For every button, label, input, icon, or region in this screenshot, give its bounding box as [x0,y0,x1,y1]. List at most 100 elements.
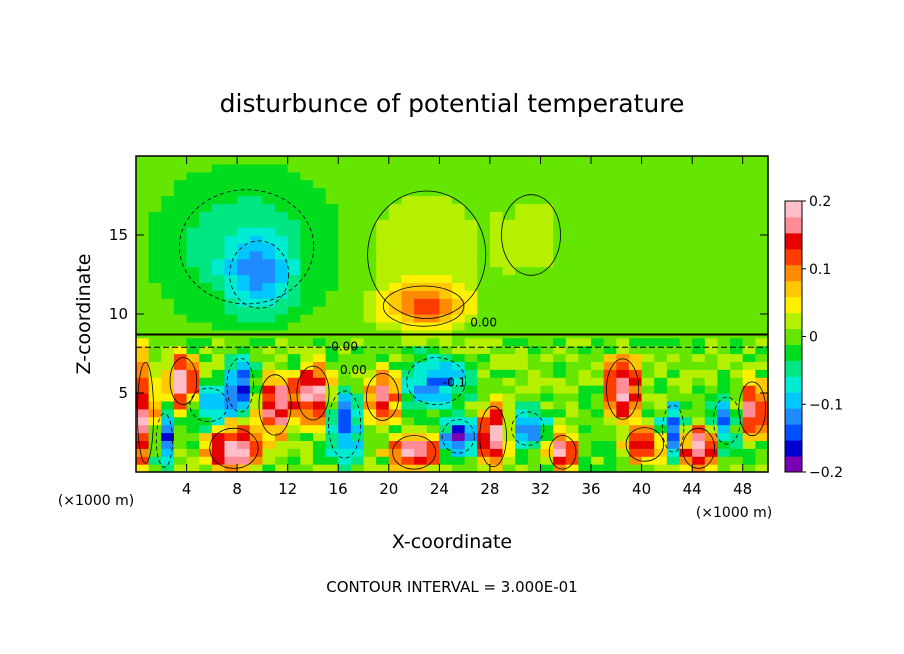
heatmap-cell [350,298,365,307]
heatmap-cell [527,306,542,315]
heatmap-cell [401,156,415,165]
heatmap-cell [717,156,731,165]
heatmap-cell [414,377,428,386]
heatmap-cell [616,163,630,173]
heatmap-cell [388,353,403,362]
heatmap-cell [161,298,175,307]
heatmap-cell [325,298,339,307]
heatmap-cell [489,306,504,315]
heatmap-cell [477,456,491,465]
heatmap-cell [401,377,415,386]
heatmap-cell [338,385,352,394]
heatmap-cell [628,298,643,307]
heatmap-cell [565,187,579,197]
heatmap-cell [401,266,415,276]
heatmap-cell [376,195,390,204]
heatmap-cell [224,171,238,181]
heatmap-cell [666,345,681,355]
heatmap-cell [515,400,529,410]
heatmap-cell [452,195,466,204]
heatmap-cell [376,235,390,244]
heatmap-cell [275,432,289,441]
heatmap-cell [489,187,504,197]
heatmap-cell [338,456,352,465]
heatmap-cell [654,258,668,268]
heatmap-cell [401,187,415,197]
heatmap-cell [679,211,693,220]
heatmap-cell [338,298,352,307]
heatmap-cell [249,314,263,323]
heatmap-cell [616,385,630,394]
heatmap-cell [527,250,542,260]
heatmap-cell [628,163,643,173]
heatmap-cell [679,298,693,307]
heatmap-cell [654,377,668,386]
heatmap-cell [666,400,681,410]
heatmap-cell [186,156,200,165]
heatmap-cell [186,321,200,331]
heatmap-cell [287,266,301,276]
heatmap-cell [591,369,605,378]
heatmap-cell [553,250,567,260]
heatmap-cell [628,353,643,362]
heatmap-cell [401,282,415,291]
heatmap-cell [464,211,478,220]
heatmap-cell [742,353,756,362]
heatmap-cell [388,219,403,228]
heatmap-cell [591,179,605,189]
heatmap-cell [262,227,276,236]
heatmap-cell [679,456,693,465]
heatmap-cell [692,171,706,181]
heatmap-cell [237,235,251,244]
heatmap-cell [173,377,188,386]
heatmap-cell [692,298,706,307]
heatmap-cell [388,385,403,394]
heatmap-cell [325,337,339,347]
heatmap-cell [262,314,276,323]
heatmap-cell [275,266,289,276]
heatmap-cell [148,235,162,244]
heatmap-cell [742,432,756,441]
heatmap-cell [578,448,592,457]
heatmap-cell [439,400,453,410]
heatmap-cell [199,282,213,291]
heatmap-cell [224,258,238,268]
heatmap-cell [287,258,301,268]
heatmap-cell [414,282,428,291]
heatmap-cell [616,250,630,260]
heatmap-cell [300,337,314,347]
heatmap-cell [211,448,226,457]
heatmap-cell [426,163,440,173]
heatmap-cell [717,211,731,220]
heatmap-cell [211,187,226,197]
heatmap-cell [616,361,630,370]
heatmap-cell [338,353,352,362]
heatmap-cell [502,211,516,220]
heatmap-cell [300,416,314,426]
heatmap-cell [578,456,592,465]
heatmap-cell [502,266,516,276]
heatmap-cell [439,369,453,378]
heatmap-cell [641,385,655,394]
heatmap-cell [350,337,365,347]
heatmap-cell [603,456,617,465]
heatmap-cell [464,353,478,362]
heatmap-cell [211,456,226,465]
heatmap-cell [376,156,390,165]
heatmap-cell [603,156,617,165]
heatmap-cell [426,274,440,283]
heatmap-cell [666,163,681,173]
heatmap-cell [591,156,605,165]
heatmap-cell [287,400,301,410]
heatmap-cell [300,235,314,244]
heatmap-cell [603,203,617,212]
heatmap-cell [300,353,314,362]
heatmap-cell [565,298,579,307]
heatmap-cell [414,345,428,355]
heatmap-cell [312,274,327,283]
heatmap-cell [173,448,188,457]
y-tick-label: 5 [118,384,128,402]
heatmap-cell [641,432,655,441]
heatmap-cell [489,298,504,307]
heatmap-cell [211,163,226,173]
